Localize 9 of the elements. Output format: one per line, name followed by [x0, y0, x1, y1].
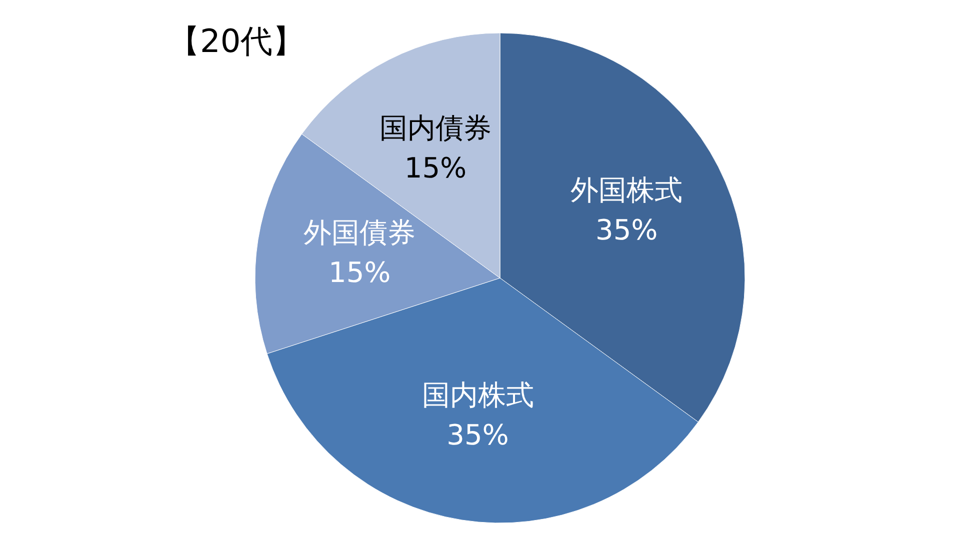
slice-label: 国内株式 [422, 378, 534, 412]
data-label: 35% [446, 418, 509, 452]
data-label: 35% [595, 213, 658, 246]
chart-title: 【20代】 [168, 22, 305, 60]
slice-label: 外国債券 [304, 216, 416, 249]
slice-label: 外国株式 [570, 173, 683, 206]
data-label: 15% [404, 151, 467, 184]
data-label: 15% [328, 256, 391, 289]
slice-label: 国内債券 [379, 111, 492, 144]
